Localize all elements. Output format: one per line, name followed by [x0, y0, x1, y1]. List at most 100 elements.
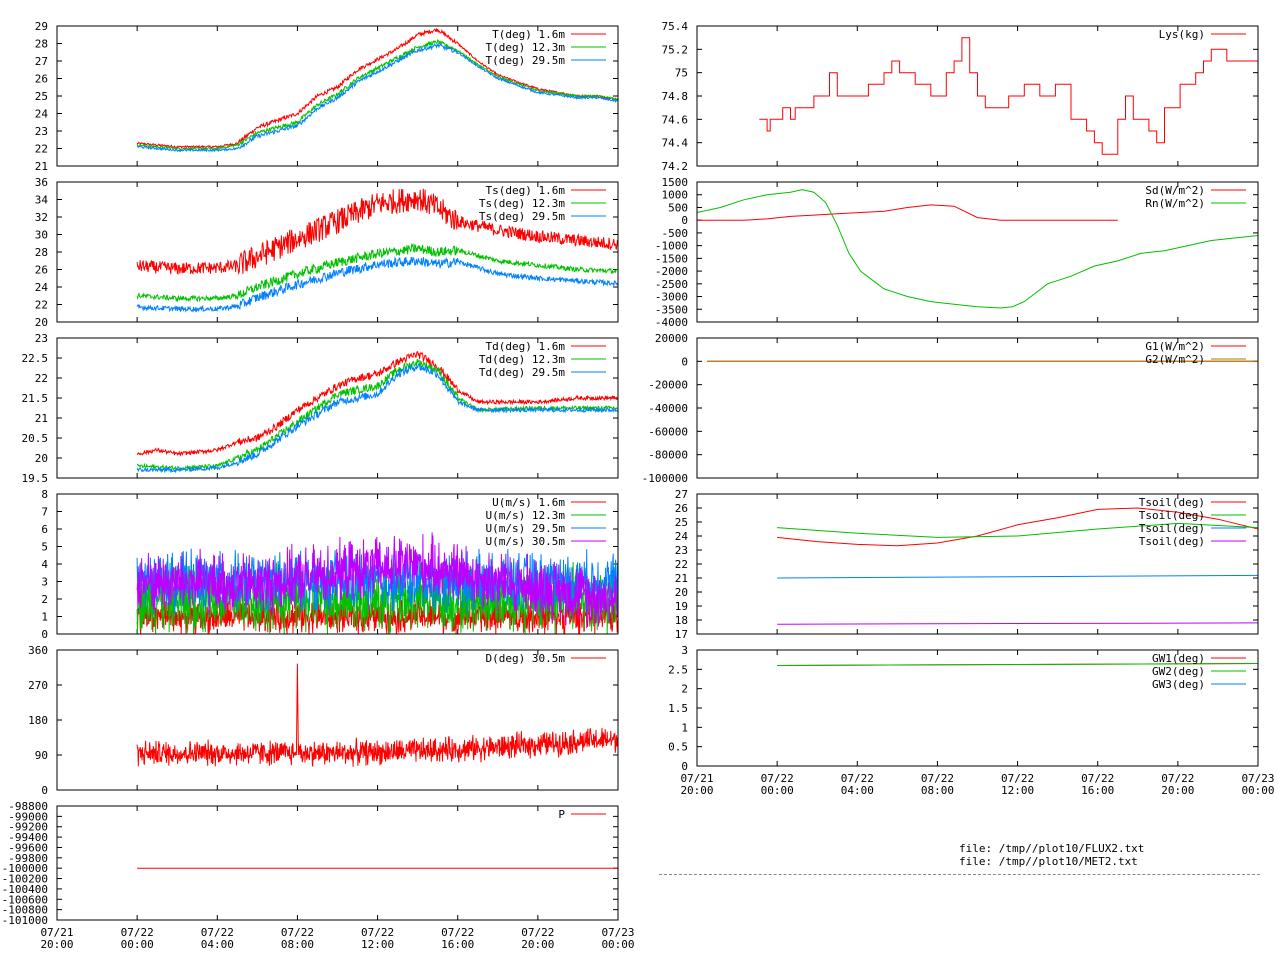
legend-label: Ts(deg) 1.6m — [486, 184, 566, 197]
y-tick-label: -80000 — [648, 449, 688, 462]
y-tick-label: 23 — [35, 125, 48, 138]
y-tick-label: -40000 — [648, 402, 688, 415]
legend-label: T(deg) 29.5m — [486, 54, 566, 67]
y-tick-label: 22 — [35, 299, 48, 312]
y-tick-label: 6 — [41, 523, 48, 536]
series-line-tsoil-3 — [777, 622, 1258, 625]
y-tick-label: 28 — [35, 246, 48, 259]
y-tick-label: 0 — [681, 355, 688, 368]
y-tick-label: 24 — [35, 281, 49, 294]
y-tick-label: 75.2 — [662, 43, 689, 56]
y-tick-label: 270 — [28, 679, 48, 692]
y-tick-label: 8 — [41, 488, 48, 501]
footer: file: /tmp//plot10/FLUX2.txt file: /tmp/… — [959, 842, 1144, 868]
series-group — [759, 37, 1258, 155]
panel-lys: 74.2 74.4 74.6 74.8 75 75.2 75.4 Lys(kg) — [662, 20, 1259, 173]
x-tick-label-time: 00:00 — [761, 784, 794, 797]
y-tick-label: -3500 — [655, 303, 688, 316]
y-tick-label: 29 — [35, 20, 48, 33]
plot-frame — [696, 181, 1259, 323]
y-tick-label: -60000 — [648, 425, 688, 438]
y-tick-label: 19 — [675, 600, 688, 613]
y-tick-label: -101000 — [2, 914, 48, 927]
x-tick-label-time: 00:00 — [601, 938, 634, 951]
y-tick-label: 22 — [675, 558, 688, 571]
legend-label: T(deg) 12.3m — [486, 41, 566, 54]
series-line-wind-3 — [136, 532, 618, 629]
series-line-dew-0 — [136, 350, 618, 457]
y-tick-label: -100800 — [2, 904, 48, 917]
legend-label: U(m/s) 1.6m — [492, 496, 565, 509]
legend-label: Td(deg) 1.6m — [486, 340, 566, 353]
x-tick-label-time: 08:00 — [281, 938, 314, 951]
legend-label: G2(W/m^2) — [1145, 353, 1205, 366]
panel-dir: 0 90 180 270 360 D(deg) 30.5m — [28, 644, 619, 797]
x-tick-label-date: 07/22 — [121, 926, 154, 939]
legend-label: T(deg) 1.6m — [492, 28, 565, 41]
file-line-2: file: /tmp//plot10/MET2.txt — [959, 855, 1138, 868]
series-line-gw-1 — [777, 663, 1258, 666]
series-line-tsoil-0 — [777, 507, 1258, 547]
divider-line — [659, 874, 1260, 875]
x-tick-label-date: 07/22 — [921, 772, 954, 785]
panel-temp: 21 22 23 24 25 26 27 28 29 T(deg) 1.6mT(deg) 12.3… — [35, 20, 619, 173]
legend-label: G1(W/m^2) — [1145, 340, 1205, 353]
panel-ground: -100000 -80000 -60000 -40000 -20000 0 20000 G1(… — [642, 332, 1259, 485]
y-tick-label: 90 — [35, 749, 48, 762]
series-line-dir-0 — [136, 663, 618, 767]
y-tick-label: -100400 — [2, 883, 48, 896]
x-tick-label-date: 07/22 — [1161, 772, 1194, 785]
y-tick-label: 26 — [35, 264, 48, 277]
legend-label: U(m/s) 29.5m — [486, 522, 566, 535]
y-tick-label: 34 — [35, 194, 49, 207]
series-line-wind-1 — [136, 558, 618, 634]
plot-frame — [696, 649, 1259, 767]
x-tick-label-date: 07/22 — [281, 926, 314, 939]
legend-label: U(m/s) 12.3m — [486, 509, 566, 522]
legend-label: Td(deg) 12.3m — [479, 353, 565, 366]
y-tick-label: 74.8 — [662, 90, 689, 103]
y-tick-label: 27 — [35, 55, 48, 68]
plot-frame — [56, 337, 619, 479]
y-tick-label: 21 — [675, 572, 688, 585]
y-tick-label: 20 — [35, 452, 48, 465]
y-tick-label: 30 — [35, 229, 48, 242]
y-tick-label: 180 — [28, 714, 48, 727]
y-tick-label: 36 — [35, 176, 48, 189]
y-tick-label: 360 — [28, 644, 48, 657]
x-tick-label-date: 07/21 — [680, 772, 713, 785]
series-line-dew-2 — [136, 362, 618, 474]
legend-label: Td(deg) 29.5m — [479, 366, 565, 379]
y-tick-label: 21 — [35, 412, 48, 425]
file-line-1: file: /tmp//plot10/FLUX2.txt — [959, 842, 1145, 855]
panel-tsoil: 1718192021222324252627Tsoil(deg)Tsoil(de… — [675, 488, 1259, 641]
y-tick-label: -99800 — [8, 852, 48, 865]
y-tick-label: -99200 — [8, 821, 48, 834]
y-tick-label: 1 — [41, 611, 48, 624]
y-tick-label: 1000 — [662, 189, 689, 202]
x-tick-label-date: 07/21 — [40, 926, 73, 939]
y-tick-label: 0 — [681, 214, 688, 227]
y-tick-label: 22 — [35, 143, 48, 156]
series-group — [136, 28, 618, 153]
series-line-tsoil-1 — [777, 522, 1258, 538]
series-line-lys-0 — [759, 37, 1258, 155]
x-tick-label-time: 04:00 — [841, 784, 874, 797]
legend-label: Tsoil(deg) — [1139, 535, 1205, 548]
plot-frame — [56, 493, 619, 635]
series-group — [136, 350, 618, 474]
y-tick-label: 74.2 — [662, 160, 689, 173]
x-tick-label-time: 12:00 — [1001, 784, 1034, 797]
legend-label: Tsoil(deg) — [1139, 509, 1205, 522]
series-group — [136, 188, 618, 313]
y-tick-label: 23 — [675, 544, 688, 557]
y-tick-label: 0.5 — [668, 741, 688, 754]
y-tick-label: 0 — [681, 760, 688, 773]
y-tick-label: -100200 — [2, 873, 48, 886]
x-tick-label-time: 20:00 — [521, 938, 554, 951]
y-tick-label: -500 — [662, 227, 689, 240]
y-tick-label: 32 — [35, 211, 48, 224]
y-tick-label: 1.5 — [668, 702, 688, 715]
x-tick-label-date: 07/22 — [521, 926, 554, 939]
plot-frame — [56, 181, 619, 323]
